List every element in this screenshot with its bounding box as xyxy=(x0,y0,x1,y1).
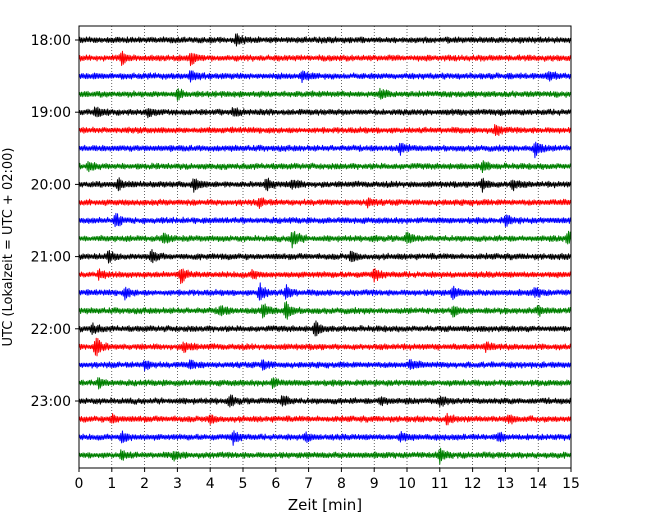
seismic-trace xyxy=(78,197,572,210)
y-tick-label: 20:00 xyxy=(31,177,71,193)
seismic-trace xyxy=(78,394,572,408)
y-tick-label: 23:00 xyxy=(31,394,71,410)
seismic-trace xyxy=(78,359,572,372)
seismic-traces xyxy=(78,33,572,465)
x-tick-label: 10 xyxy=(398,476,416,492)
seismic-trace xyxy=(78,377,572,390)
seismic-trace xyxy=(78,177,572,193)
seismic-trace xyxy=(78,337,572,357)
x-tick-label: 2 xyxy=(140,476,149,492)
seismic-trace xyxy=(78,87,572,101)
y-tick-label: 21:00 xyxy=(31,250,71,266)
seismic-trace xyxy=(78,282,572,301)
seismic-trace xyxy=(78,430,572,446)
x-tick-label: 11 xyxy=(431,476,449,492)
seismic-trace xyxy=(78,124,572,136)
y-axis-label: UTC (Lokalzeit = UTC + 02:00) xyxy=(1,148,16,347)
seismic-trace xyxy=(78,160,572,174)
seismic-trace xyxy=(78,70,572,84)
seismic-trace xyxy=(78,412,572,426)
y-tick-label: 18:00 xyxy=(31,33,71,49)
seismic-trace xyxy=(78,50,572,67)
x-tick-label: 7 xyxy=(304,476,313,492)
x-tick-label: 8 xyxy=(337,476,346,492)
x-axis-label: Zeit [min] xyxy=(288,496,362,514)
x-tick-label: 15 xyxy=(562,476,580,492)
x-tick-label: 13 xyxy=(496,476,514,492)
seismic-trace xyxy=(78,301,572,320)
y-ticks: 18:00 19:00 20:00 21:00 22:00 23:00 xyxy=(31,33,79,410)
seismic-trace xyxy=(78,212,572,228)
x-tick-label: 4 xyxy=(206,476,215,492)
seismic-trace xyxy=(78,320,572,337)
x-tick-label: 1 xyxy=(107,476,116,492)
x-tick-label: 0 xyxy=(75,476,84,492)
x-tick-label: 9 xyxy=(370,476,379,492)
x-tick-label: 14 xyxy=(529,476,547,492)
x-tick-label: 12 xyxy=(464,476,482,492)
seismic-trace xyxy=(78,33,572,47)
x-tick-label: 6 xyxy=(271,476,280,492)
y-tick-label: 22:00 xyxy=(31,322,71,338)
plot-frame xyxy=(78,25,572,469)
seismic-trace xyxy=(78,106,572,119)
x-tick-label: 3 xyxy=(173,476,182,492)
seismic-trace xyxy=(78,268,572,285)
x-tick-label: 5 xyxy=(239,476,248,492)
seismic-trace xyxy=(78,230,572,249)
seismic-trace xyxy=(78,249,572,264)
x-ticks: 0 1 2 3 4 5 6 7 8 9 10 11 12 13 14 15 xyxy=(75,468,580,492)
y-tick-label: 19:00 xyxy=(31,105,71,121)
seismic-trace xyxy=(78,447,572,465)
seismic-trace xyxy=(78,141,572,159)
